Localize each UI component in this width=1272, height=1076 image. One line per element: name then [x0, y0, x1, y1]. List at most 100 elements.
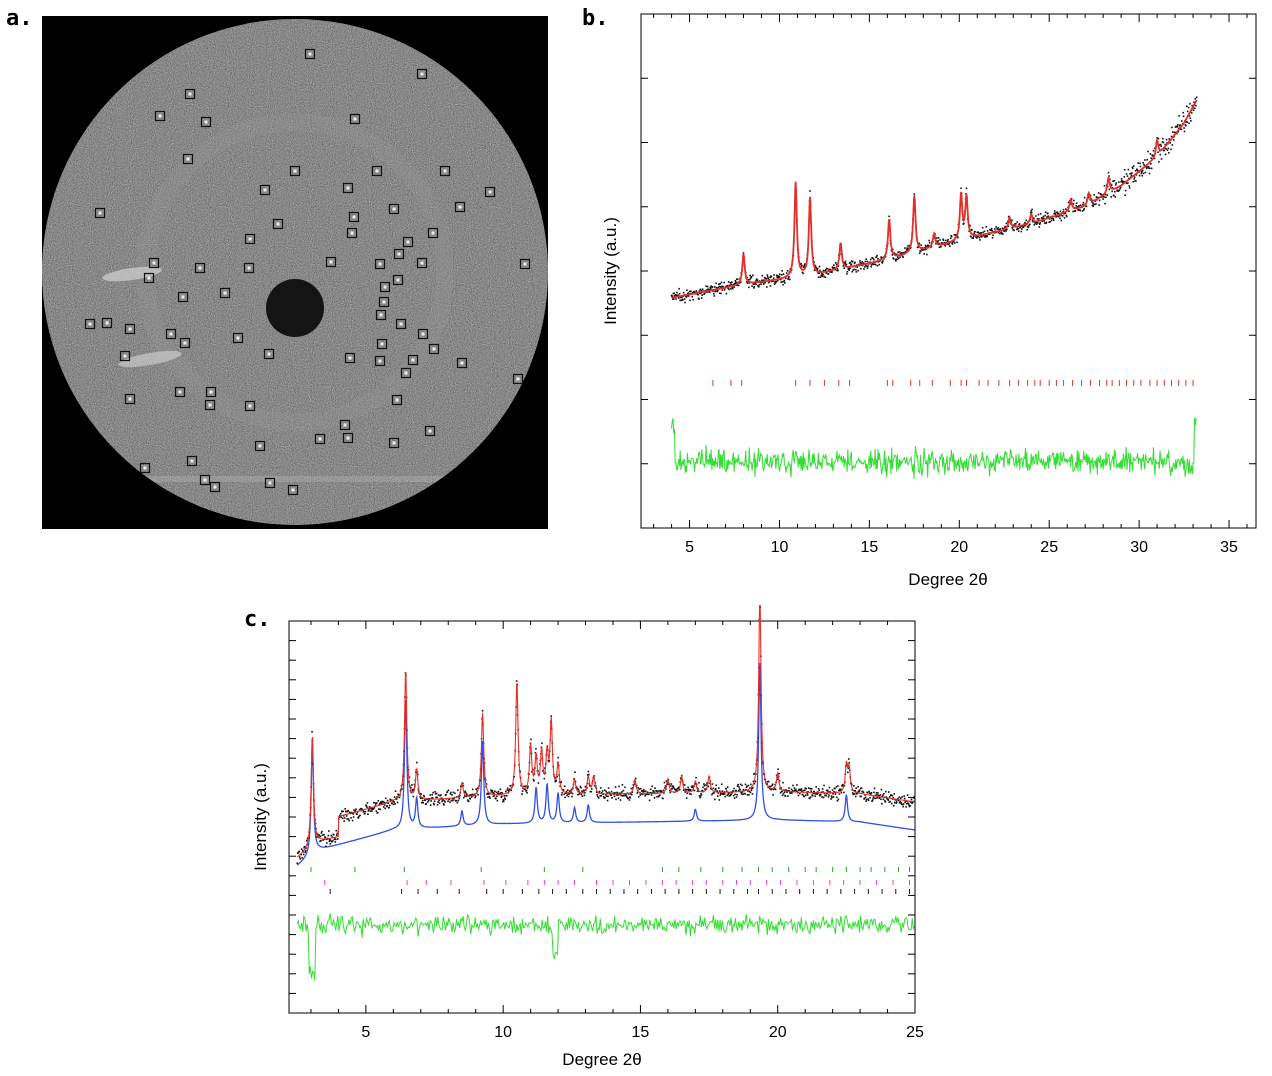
observed-point — [715, 286, 718, 289]
observed-point — [742, 793, 744, 796]
observed-point — [470, 796, 473, 798]
observed-point — [783, 279, 786, 282]
observed-point — [335, 834, 338, 836]
observed-point — [532, 778, 535, 781]
observed-point — [711, 793, 713, 796]
observed-point — [787, 795, 789, 797]
observed-point — [304, 849, 307, 852]
observed-point — [740, 791, 742, 794]
observed-point — [420, 801, 423, 804]
observed-point — [1075, 202, 1078, 205]
observed-point — [723, 281, 725, 284]
observed-point — [954, 233, 957, 236]
observed-point — [976, 235, 979, 238]
observed-point — [782, 273, 785, 275]
observed-point — [333, 838, 336, 841]
observed-point — [836, 269, 838, 272]
observed-point — [497, 792, 499, 795]
observed-point — [1005, 230, 1007, 232]
observed-point — [900, 252, 903, 254]
spot-marker — [254, 440, 266, 452]
observed-point — [1120, 180, 1122, 183]
calculated-line — [296, 605, 915, 858]
observed-point — [670, 783, 673, 785]
observed-point — [636, 792, 639, 794]
axis-ticks — [289, 621, 916, 1013]
observed-point — [550, 715, 553, 717]
observed-point — [855, 793, 858, 795]
panel-label-a: a. — [6, 6, 33, 31]
observed-point — [323, 833, 325, 836]
spot-marker — [186, 455, 198, 467]
observed-point — [296, 862, 299, 865]
observed-point — [570, 791, 572, 794]
spot-marker — [182, 153, 194, 165]
observed-point — [1031, 219, 1034, 222]
observed-point — [905, 806, 907, 808]
spot-dot — [291, 488, 295, 492]
observed-point — [544, 767, 546, 769]
observed-point — [461, 785, 463, 788]
observed-point — [352, 816, 355, 818]
observed-point — [913, 193, 916, 195]
observed-point — [520, 784, 522, 787]
observed-point — [606, 792, 608, 794]
observed-point — [1130, 174, 1133, 177]
observed-point — [962, 222, 965, 225]
observed-point — [1003, 230, 1006, 233]
observed-point — [735, 282, 738, 285]
observed-point — [648, 799, 651, 802]
observed-point — [1121, 180, 1124, 183]
spot-dot — [406, 240, 410, 244]
observed-point — [577, 793, 579, 796]
observed-point — [767, 780, 770, 783]
observed-point — [926, 253, 928, 256]
observed-point — [719, 285, 722, 288]
spot-marker — [379, 281, 391, 293]
observed-point — [848, 762, 851, 764]
observed-point — [1044, 214, 1046, 217]
observed-point — [902, 805, 904, 808]
observed-point — [982, 234, 985, 237]
spot-dot — [248, 404, 252, 408]
observed-point — [355, 808, 357, 810]
observed-point — [874, 797, 876, 800]
observed-point — [437, 794, 440, 796]
observed-point — [471, 793, 473, 796]
observed-point — [303, 846, 305, 849]
observed-point — [1185, 105, 1188, 108]
observed-point — [477, 793, 479, 796]
spot-dot — [396, 278, 400, 282]
spot-dot — [247, 266, 251, 270]
observed-point — [940, 242, 943, 244]
observed-point — [1128, 185, 1131, 187]
observed-point — [787, 278, 789, 280]
observed-point — [776, 276, 779, 279]
observed-point — [709, 288, 712, 290]
observed-point — [855, 271, 858, 273]
observed-point — [302, 853, 305, 856]
observed-point — [864, 796, 867, 799]
observed-point — [906, 794, 909, 796]
observed-point — [740, 793, 743, 795]
observed-point — [781, 790, 783, 793]
observed-point — [1027, 226, 1030, 229]
observed-point — [667, 783, 669, 785]
observed-point — [769, 787, 771, 790]
observed-point — [873, 791, 875, 794]
observed-point — [1194, 98, 1197, 100]
observed-point — [991, 229, 993, 232]
observed-point — [918, 252, 921, 254]
observed-point — [725, 285, 727, 288]
observed-point — [689, 788, 692, 791]
spot-dot — [263, 188, 267, 192]
observed-point — [443, 800, 446, 802]
observed-point — [736, 284, 739, 287]
observed-point — [597, 797, 600, 799]
observed-point — [564, 796, 566, 799]
observed-point — [345, 815, 348, 817]
observed-point — [819, 269, 821, 272]
observed-point — [869, 258, 872, 261]
spot-dot — [523, 262, 527, 266]
observed-point — [723, 289, 726, 291]
